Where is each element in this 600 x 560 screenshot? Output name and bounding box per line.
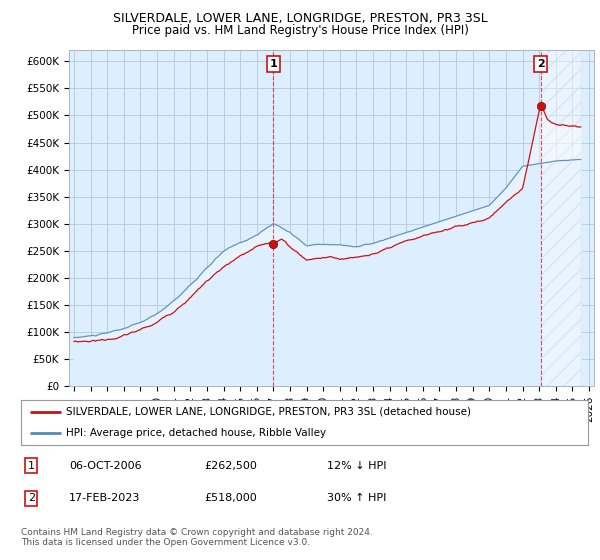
- Text: 12% ↓ HPI: 12% ↓ HPI: [327, 461, 386, 471]
- Text: £262,500: £262,500: [204, 461, 257, 471]
- Text: HPI: Average price, detached house, Ribble Valley: HPI: Average price, detached house, Ribb…: [67, 428, 326, 438]
- Text: SILVERDALE, LOWER LANE, LONGRIDGE, PRESTON, PR3 3SL (detached house): SILVERDALE, LOWER LANE, LONGRIDGE, PREST…: [67, 407, 472, 417]
- Text: SILVERDALE, LOWER LANE, LONGRIDGE, PRESTON, PR3 3SL: SILVERDALE, LOWER LANE, LONGRIDGE, PREST…: [113, 12, 487, 25]
- Text: £518,000: £518,000: [204, 493, 257, 503]
- Text: 17-FEB-2023: 17-FEB-2023: [69, 493, 140, 503]
- Text: 2: 2: [28, 493, 35, 503]
- Text: Price paid vs. HM Land Registry's House Price Index (HPI): Price paid vs. HM Land Registry's House …: [131, 24, 469, 36]
- Text: 1: 1: [28, 461, 35, 471]
- Text: 06-OCT-2006: 06-OCT-2006: [69, 461, 142, 471]
- Text: 30% ↑ HPI: 30% ↑ HPI: [327, 493, 386, 503]
- Text: 1: 1: [269, 59, 277, 69]
- Text: 2: 2: [537, 59, 545, 69]
- Text: Contains HM Land Registry data © Crown copyright and database right 2024.
This d: Contains HM Land Registry data © Crown c…: [21, 528, 373, 547]
